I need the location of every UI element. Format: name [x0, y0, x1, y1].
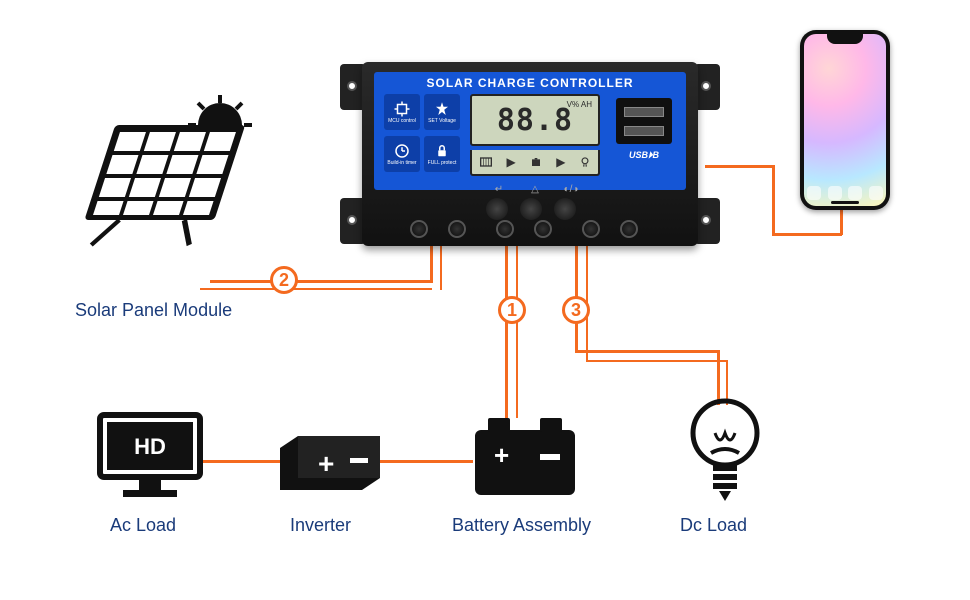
- battery-icon: +: [470, 410, 580, 500]
- controller-button-right[interactable]: [554, 198, 576, 220]
- terminal[interactable]: [448, 220, 466, 238]
- wire-controller-dcload-b: [575, 350, 720, 353]
- wire-controller-dcload-b2: [586, 360, 728, 362]
- wire-controller-battery: [505, 232, 508, 418]
- feature-timer-icon: Build-in timer: [384, 136, 420, 172]
- diagram-stage: 2 1 3: [0, 0, 970, 600]
- inverter-icon: +: [280, 428, 380, 490]
- symbol-left: ↵: [488, 184, 510, 195]
- step-badge-2: 2: [270, 266, 298, 294]
- lcd-status-icons: ▶ ▶: [470, 150, 600, 176]
- svg-text:+: +: [494, 440, 509, 470]
- controller-body: SOLAR CHARGE CONTROLLER MCU control SET …: [362, 62, 698, 246]
- charge-controller: SOLAR CHARGE CONTROLLER MCU control SET …: [340, 54, 720, 254]
- step-badge-3: 3: [562, 296, 590, 324]
- wire-usb-phone-c: [772, 233, 842, 236]
- step-badge-1: 1: [498, 296, 526, 324]
- wire-usb-phone-b: [772, 165, 775, 235]
- controller-button-mid[interactable]: [520, 198, 542, 220]
- wire-battery-inverter: [378, 460, 473, 463]
- wire-solar-controller: [210, 280, 430, 283]
- phone-screen: [804, 34, 886, 206]
- label-battery: Battery Assembly: [452, 515, 591, 536]
- controller-button-left[interactable]: [486, 198, 508, 220]
- label-ac-load: Ac Load: [110, 515, 176, 536]
- monitor-badge-text: HD: [134, 434, 166, 459]
- lcd-units: V% AH: [567, 100, 592, 109]
- home-indicator: [831, 201, 859, 204]
- wire-inverter-monitor: [202, 460, 282, 463]
- usb-port-b[interactable]: [624, 126, 664, 136]
- terminal[interactable]: [534, 220, 552, 238]
- usb-label: USB⏵B: [616, 150, 672, 161]
- wire-solar-controller-b: [200, 288, 432, 290]
- terminal[interactable]: [410, 220, 428, 238]
- lcd-value: 88.8: [497, 103, 573, 138]
- phone-dock-icons: [804, 186, 886, 200]
- smartphone-icon: [800, 30, 890, 210]
- wire-controller-battery-b: [516, 232, 518, 418]
- svg-text:+: +: [318, 448, 334, 479]
- label-dc-load: Dc Load: [680, 515, 747, 536]
- feature-protect-icon: FULL protect: [424, 136, 460, 172]
- usb-port-a[interactable]: [624, 107, 664, 117]
- phone-notch: [827, 34, 863, 44]
- feature-mcu-icon: MCU control: [384, 94, 420, 130]
- controller-faceplate: SOLAR CHARGE CONTROLLER MCU control SET …: [374, 72, 686, 190]
- terminal[interactable]: [496, 220, 514, 238]
- label-solar: Solar Panel Module: [75, 300, 232, 321]
- usb-ports[interactable]: [616, 98, 672, 144]
- monitor-icon: HD: [95, 410, 205, 505]
- terminal[interactable]: [620, 220, 638, 238]
- solar-panel-icon: [70, 95, 270, 255]
- symbol-right: ◐/◑: [560, 184, 582, 195]
- lcd-display: 88.8 V% AH: [470, 94, 600, 146]
- bulb-icon: [685, 395, 765, 505]
- symbol-up: △: [524, 184, 546, 195]
- controller-title: SOLAR CHARGE CONTROLLER: [374, 76, 686, 90]
- terminal[interactable]: [582, 220, 600, 238]
- label-inverter: Inverter: [290, 515, 351, 536]
- feature-set-icon: SET Voltage: [424, 94, 460, 130]
